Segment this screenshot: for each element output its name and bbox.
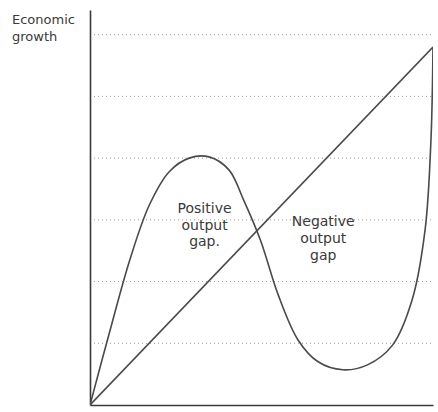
annotation: Negativeoutputgap — [292, 213, 355, 263]
annotation: Positiveoutputgap. — [178, 200, 232, 250]
line — [90, 47, 433, 405]
grid-line — [90, 158, 433, 159]
y-axis — [90, 11, 91, 406]
axis-line — [90, 11, 92, 406]
grid-line — [90, 343, 433, 344]
x-axis — [91, 405, 434, 406]
axis-title: Economicgrowth — [12, 12, 75, 44]
line — [90, 47, 433, 405]
grid-line — [90, 96, 433, 97]
axis-line — [91, 405, 434, 407]
plot — [90, 11, 434, 406]
chart: Economicgrowth Positiveoutputgap. Negative… — [0, 0, 438, 412]
grid-line — [90, 281, 433, 282]
grid — [90, 35, 433, 344]
grid-line — [90, 34, 433, 35]
marks — [90, 47, 433, 405]
grid-line — [90, 219, 433, 220]
